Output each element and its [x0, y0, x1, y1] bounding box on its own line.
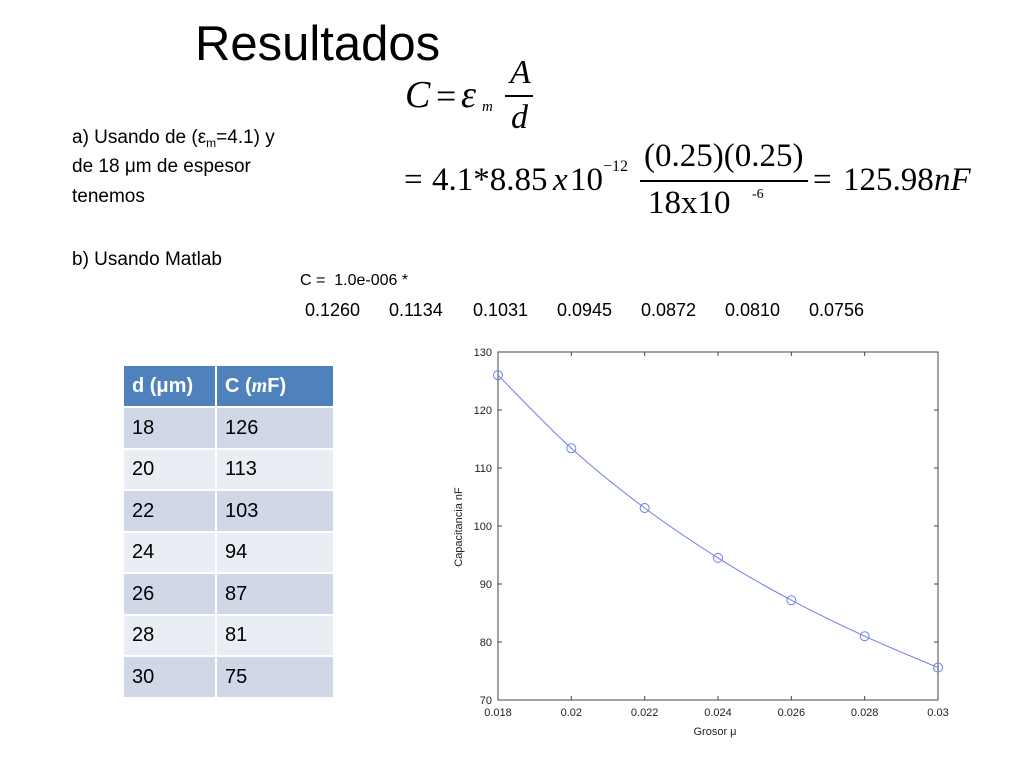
data-point	[566, 443, 577, 454]
formula-capacitance-symbol: C	[405, 74, 431, 116]
formula-equals: =	[436, 76, 457, 116]
calc-result-equals: =	[813, 162, 832, 198]
matlab-value: 0.1260	[305, 300, 361, 320]
table-cell-capacitance: 94	[217, 532, 333, 572]
y-tick-label: 100	[474, 521, 492, 533]
x-tick-label: 0.028	[851, 707, 879, 719]
intro-line-a: a) Usando de (εm=4.1) y	[72, 127, 275, 150]
matlab-value: 0.0872	[641, 300, 697, 320]
intro-line-b: b) Usando Matlab	[72, 249, 222, 270]
intro-line-tenemos: tenemos	[72, 186, 145, 207]
x-tick-label: 0.026	[778, 707, 806, 719]
table-cell-thickness: 24	[124, 532, 215, 572]
header-capacitance-unit-prefix: m	[251, 375, 268, 397]
data-point	[933, 662, 943, 673]
calc-denominator: 18x10	[648, 185, 731, 221]
x-axis-label: Grosor μ	[693, 726, 736, 738]
intro-a-prefix: a) Usando de (	[72, 127, 198, 148]
table-cell-thickness: 28	[124, 615, 215, 655]
calc-power-exponent: −12	[603, 158, 629, 175]
matlab-value: 0.1134	[389, 300, 443, 320]
y-tick-label: 110	[474, 463, 492, 475]
calc-numerator: (0.25)(0.25)	[644, 138, 804, 174]
matlab-value: 0.0756	[809, 300, 865, 320]
table-cell-capacitance: 113	[217, 449, 333, 489]
intro-line-thickness: de 18 μm de espesor	[72, 156, 251, 177]
data-point	[493, 370, 503, 381]
calc-equals: =	[404, 162, 423, 198]
intro-a-subscript: m	[206, 136, 217, 150]
formula-distance-symbol: d	[511, 99, 528, 136]
y-tick-label: 80	[480, 637, 492, 649]
table-cell-capacitance: 103	[217, 491, 333, 531]
table-header-capacitance: C (m F)	[217, 366, 333, 406]
calc-coefficient: 4.1*8.85	[432, 162, 548, 198]
y-tick-label: 90	[480, 579, 492, 591]
x-tick-label: 0.018	[484, 707, 512, 719]
table-cell-capacitance: 81	[217, 615, 333, 655]
data-point	[859, 631, 870, 642]
table-cell-thickness: 18	[124, 408, 215, 448]
y-tick-label: 130	[474, 347, 492, 359]
data-point	[786, 595, 797, 606]
matlab-value: 0.0945	[557, 300, 613, 320]
table-cell-capacitance: 75	[217, 657, 333, 697]
table-cell-thickness: 22	[124, 491, 215, 531]
y-tick-label: 70	[480, 695, 492, 707]
calc-times-sign: x	[553, 162, 568, 198]
y-tick-label: 120	[474, 405, 492, 417]
intro-a-epsilon: ε	[197, 127, 207, 148]
plot-frame	[497, 351, 939, 701]
calc-fraction-bar	[640, 180, 808, 182]
data-point	[713, 552, 723, 563]
formula-permittivity-subscript: m	[482, 99, 493, 115]
table-cell-thickness: 26	[124, 574, 215, 614]
matlab-value: 0.1031	[473, 300, 529, 320]
results-table: d (μm) C (m F) 18 126 20 113 22 103 24 94…	[124, 366, 333, 697]
x-tick-label: 0.022	[631, 707, 659, 719]
matlab-output-values: 0.1260 0.1134 0.1031 0.0945 0.0872 0.081…	[305, 301, 893, 319]
calc-power-base: 10	[570, 162, 603, 198]
calc-denominator-exponent: -6	[752, 187, 764, 202]
x-tick-label: 0.02	[561, 707, 582, 719]
intro-a-suffix: =4.1) y	[216, 127, 275, 148]
matlab-value: 0.0810	[725, 300, 781, 320]
header-capacitance-suffix: F)	[267, 375, 287, 397]
capacitance-vs-thickness-chart: 0.018 0.02 0.022 0.024 0.026 0.028 0.03 70 80 90 1…	[453, 347, 949, 738]
table-header-thickness: d (μm)	[124, 366, 215, 406]
slide-title: Resultados	[195, 17, 441, 71]
calc-result-unit: nF	[934, 162, 971, 198]
matlab-output-header: C = 1.0e-006 *	[300, 272, 409, 289]
calc-result-value: 125.98	[843, 162, 934, 198]
formula-permittivity-symbol: ε	[461, 74, 476, 116]
data-point	[639, 503, 650, 514]
table-cell-thickness: 20	[124, 449, 215, 489]
table-cell-capacitance: 87	[217, 574, 333, 614]
y-axis-label: Capacitancia nF	[453, 487, 465, 567]
table-cell-thickness: 30	[124, 657, 215, 697]
x-tick-label: 0.03	[927, 707, 948, 719]
formula-area-symbol: A	[510, 54, 531, 91]
series-line	[497, 374, 939, 668]
formula-fraction-bar	[505, 95, 533, 97]
header-capacitance-prefix: C (	[225, 375, 252, 397]
table-cell-capacitance: 126	[217, 408, 333, 448]
x-tick-label: 0.024	[704, 707, 732, 719]
